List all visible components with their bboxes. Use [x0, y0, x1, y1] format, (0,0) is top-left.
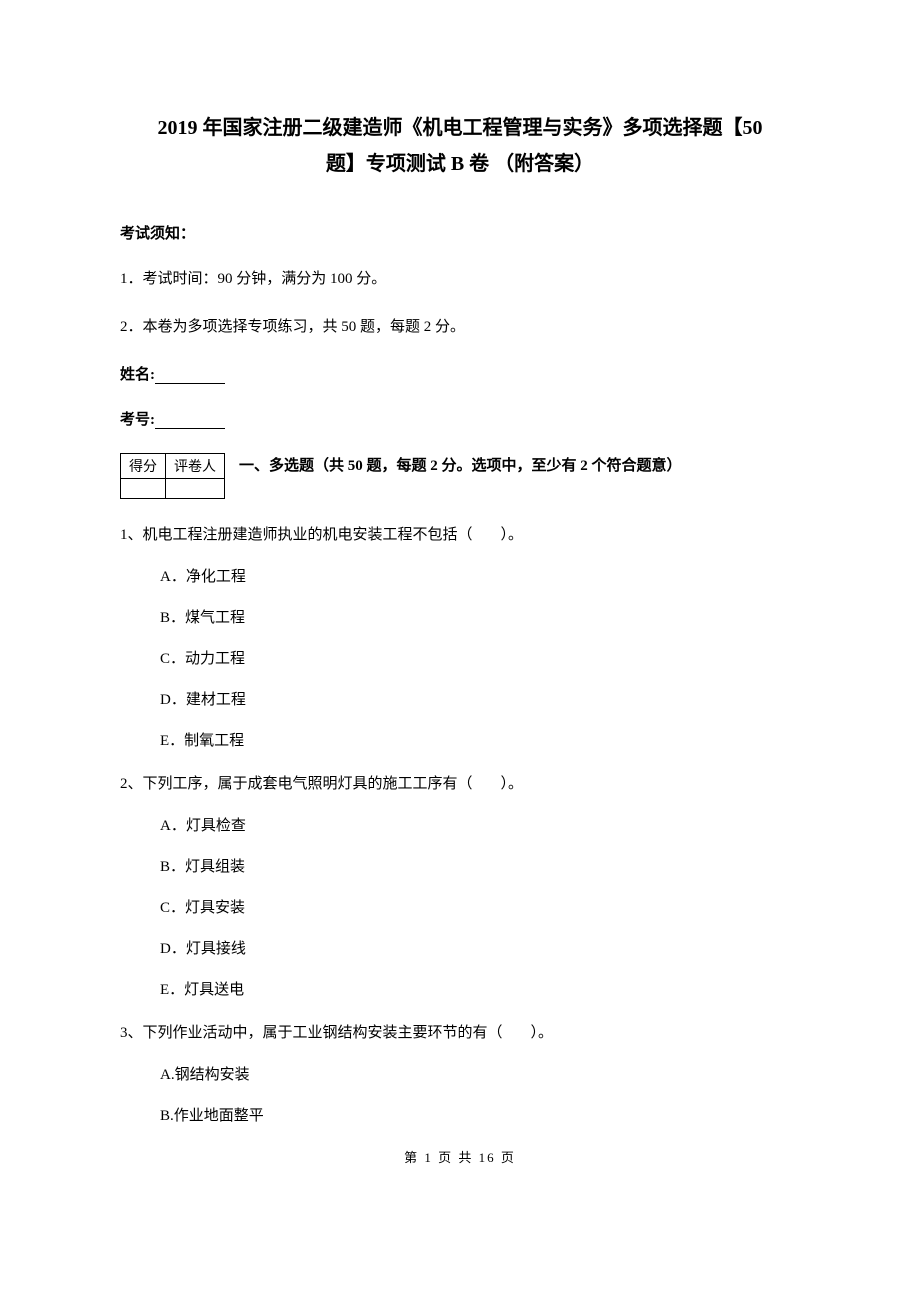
- score-header-score: 得分: [121, 454, 166, 479]
- question-2: 2、下列工序，属于成套电气照明灯具的施工工序有（ ）。: [120, 772, 800, 796]
- question-2-option-b: B．灯具组装: [160, 857, 800, 878]
- question-1-stem-prefix: 1、机电工程注册建造师执业的机电安装工程不包括（: [120, 527, 473, 543]
- question-1-option-e: E．制氧工程: [160, 731, 800, 752]
- question-1-stem-suffix: ）。: [501, 527, 524, 543]
- question-2-stem-prefix: 2、下列工序，属于成套电气照明灯具的施工工序有（: [120, 776, 473, 792]
- question-3-option-b: B.作业地面整平: [160, 1106, 800, 1127]
- question-1-option-a: A．净化工程: [160, 567, 800, 588]
- title-line2: 题】专项测试 B 卷 （附答案）: [120, 146, 800, 182]
- notice-heading: 考试须知：: [120, 222, 800, 243]
- question-1-option-d: D．建材工程: [160, 690, 800, 711]
- notice-item-1: 1．考试时间：90 分钟，满分为 100 分。: [120, 267, 800, 291]
- question-1-option-b: B．煤气工程: [160, 608, 800, 629]
- question-1-option-c: C．动力工程: [160, 649, 800, 670]
- name-input-line[interactable]: [155, 369, 225, 384]
- score-header-reviewer: 评卷人: [166, 454, 225, 479]
- question-2-option-c: C．灯具安装: [160, 898, 800, 919]
- question-1: 1、机电工程注册建造师执业的机电安装工程不包括（ ）。: [120, 523, 800, 547]
- id-label: 考号:: [120, 412, 155, 428]
- name-label: 姓名:: [120, 367, 155, 383]
- score-table: 得分 评卷人: [120, 453, 225, 499]
- id-input-line[interactable]: [155, 414, 225, 429]
- question-3-stem-suffix: ）。: [531, 1025, 554, 1041]
- section-area: 得分 评卷人 一、多选题（共 50 题，每题 2 分。选项中，至少有 2 个符合…: [120, 453, 800, 503]
- score-value-cell[interactable]: [121, 479, 166, 499]
- notice-item-2: 2．本卷为多项选择专项练习，共 50 题，每题 2 分。: [120, 315, 800, 339]
- question-2-option-e: E．灯具送电: [160, 980, 800, 1001]
- reviewer-value-cell[interactable]: [166, 479, 225, 499]
- section-heading: 一、多选题（共 50 题，每题 2 分。选项中，至少有 2 个符合题意）: [239, 458, 682, 474]
- question-2-stem-suffix: ）。: [501, 776, 524, 792]
- question-3-stem-prefix: 3、下列作业活动中，属于工业钢结构安装主要环节的有（: [120, 1025, 503, 1041]
- question-3: 3、下列作业活动中，属于工业钢结构安装主要环节的有（ ）。: [120, 1021, 800, 1045]
- title-line1: 2019 年国家注册二级建造师《机电工程管理与实务》多项选择题【50: [120, 110, 800, 146]
- question-2-option-a: A．灯具检查: [160, 816, 800, 837]
- page-footer: 第 1 页 共 16 页: [120, 1147, 800, 1166]
- question-3-option-a: A.钢结构安装: [160, 1065, 800, 1086]
- question-2-option-d: D．灯具接线: [160, 939, 800, 960]
- name-field-row: 姓名:: [120, 363, 800, 384]
- id-field-row: 考号:: [120, 408, 800, 429]
